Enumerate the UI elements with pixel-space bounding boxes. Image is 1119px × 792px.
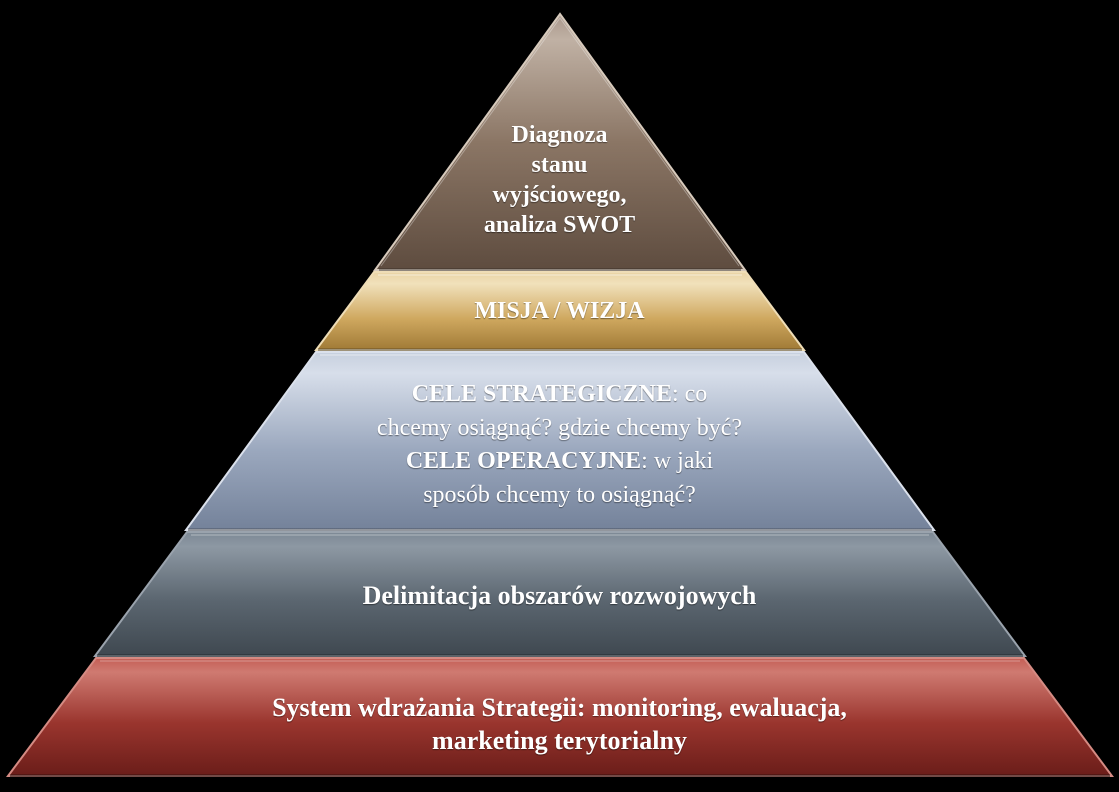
pyramid-diagram: Diagnoza stanu wyjściowego, analiza SWOT… — [0, 0, 1119, 792]
layer3-span1a: CELE STRATEGICZNE — [412, 381, 672, 407]
layer1-line2: stanu — [531, 152, 587, 178]
layer1-line4: analiza SWOT — [484, 212, 635, 238]
pyramid-layer-4-text: Delimitacja obszarów rozwojowych — [110, 580, 1010, 613]
layer1-line1: Diagnoza — [512, 122, 608, 148]
layer3-span2: chcemy osiągnąć? gdzie chcemy być? — [377, 415, 742, 441]
pyramid-layer-5-text: System wdrażania Strategii: monitoring, … — [60, 692, 1060, 757]
layer4-line1: Delimitacja obszarów rozwojowych — [363, 581, 757, 610]
pyramid-layer-1-text: Diagnoza stanu wyjściowego, analiza SWOT — [160, 120, 960, 240]
layer3-span4: sposób chcemy to osiągnąć? — [423, 482, 696, 508]
layer3-span3a: CELE OPERACYJNE — [406, 448, 641, 474]
layer2-line1: MISJA / WIZJA — [474, 298, 644, 324]
layer1-line3: wyjściowego, — [493, 182, 627, 208]
pyramid-layer-3-text: CELE STRATEGICZNE: co chcemy osiągnąć? g… — [160, 378, 960, 512]
layer5-line2: marketing terytorialny — [432, 726, 687, 755]
pyramid-layer-2-text: MISJA / WIZJA — [160, 296, 960, 326]
layer3-span1b: : co — [672, 381, 707, 407]
layer3-span3b: : w jaki — [641, 448, 713, 474]
layer5-line1: System wdrażania Strategii: monitoring, … — [272, 693, 847, 722]
